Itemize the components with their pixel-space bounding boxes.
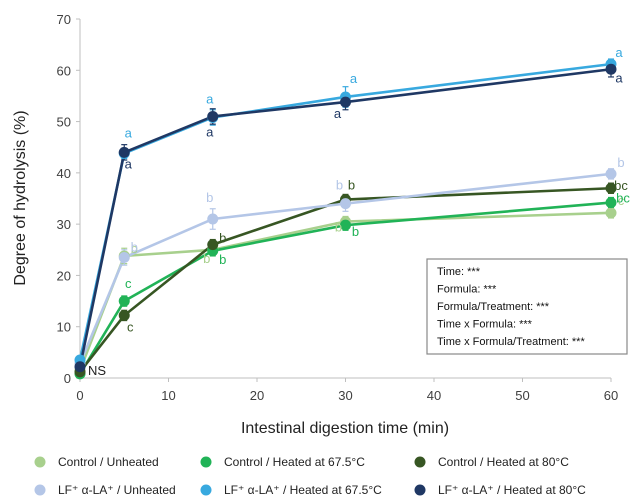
y-tick-label: 60	[57, 63, 71, 78]
significance-letter: b	[352, 224, 359, 239]
data-point	[118, 146, 130, 158]
y-axis-label: Degree of hydrolysis (%)	[12, 110, 29, 285]
significance-letter: a	[125, 125, 133, 140]
significance-letter: a	[206, 91, 214, 106]
data-point	[207, 239, 219, 251]
stats-line: Time: ***	[437, 266, 481, 278]
legend-marker	[200, 484, 212, 496]
stats-line: Time x Formula: ***	[437, 319, 533, 331]
y-tick-label: 40	[57, 166, 71, 181]
data-point	[605, 63, 617, 75]
ns-label: NS	[88, 363, 106, 378]
significance-letter: b	[206, 190, 213, 205]
legend-marker	[34, 484, 46, 496]
y-tick-label: 0	[64, 371, 71, 386]
y-tick-label: 10	[57, 320, 71, 335]
significance-letter: b	[617, 155, 624, 170]
x-tick-label: 40	[427, 388, 441, 403]
legend-label: LF⁺ α-LA⁺ / Heated at 67.5°C	[224, 483, 382, 497]
legend-label: Control / Unheated	[58, 455, 159, 469]
legend-marker	[414, 456, 426, 468]
data-point	[118, 309, 130, 321]
y-tick-label: 70	[57, 12, 71, 27]
significance-letter: a	[615, 45, 623, 60]
data-point	[74, 361, 86, 373]
y-tick-label: 30	[57, 217, 71, 232]
significance-letter: b	[203, 251, 210, 266]
y-tick-label: 50	[57, 115, 71, 130]
tick-labels: 0 10 20 30 40 50 60 70 0 10 20 30 40 50 60	[57, 12, 619, 403]
x-tick-label: 50	[515, 388, 529, 403]
significance-letter: a	[125, 156, 133, 171]
data-point	[605, 182, 617, 194]
legend-label: LF⁺ α-LA⁺ / Unheated	[58, 483, 176, 497]
significance-letter: b	[131, 241, 138, 256]
legend-label: Control / Heated at 80°C	[438, 455, 569, 469]
data-point	[207, 110, 219, 122]
x-tick-label: 60	[604, 388, 618, 403]
data-point	[118, 251, 130, 263]
stats-box: Time: *** Formula: *** Formula/Treatment: …	[426, 258, 628, 355]
legend-marker	[34, 456, 46, 468]
data-point	[605, 197, 617, 209]
data-point	[207, 213, 219, 225]
stats-line: Formula/Treatment: ***	[437, 301, 550, 313]
x-axis-label: Intestinal digestion time (min)	[241, 420, 449, 437]
stats-box-frame	[426, 258, 628, 355]
data-point	[605, 207, 617, 219]
x-tick-label: 20	[250, 388, 264, 403]
significance-letter: b	[219, 231, 226, 246]
x-tick-label: 0	[76, 388, 83, 403]
significance-letter: b	[219, 252, 226, 267]
legend: Control / Unheated Control / Heated at 67…	[34, 455, 586, 497]
significance-letter: b	[336, 178, 343, 193]
y-tick-label: 20	[57, 268, 71, 283]
significance-letter: bc	[616, 191, 630, 206]
legend-marker	[200, 456, 212, 468]
significance-letter: b	[348, 178, 355, 193]
significance-letter: a	[334, 106, 342, 121]
significance-letter: a	[350, 71, 358, 86]
legend-label: Control / Heated at 67.5°C	[224, 455, 365, 469]
significance-letter: b	[131, 239, 138, 254]
data-point	[340, 96, 351, 108]
data-point	[605, 168, 617, 180]
significance-letter: bc	[614, 178, 628, 193]
series-points	[74, 58, 617, 380]
significance-letter: c	[127, 319, 134, 334]
x-tick-label: 10	[161, 388, 175, 403]
axes	[76, 18, 612, 382]
data-point	[118, 295, 130, 307]
significance-letter: c	[618, 193, 625, 208]
data-point	[340, 198, 351, 210]
stats-line: Time x Formula/Treatment: ***	[437, 336, 585, 348]
x-tick-label: 30	[338, 388, 352, 403]
significance-letter: a	[615, 70, 623, 85]
significance-letter: b	[335, 220, 342, 235]
legend-marker	[414, 484, 426, 496]
stats-line: Formula: ***	[437, 284, 497, 296]
significance-letter: a	[206, 124, 214, 139]
significance-letter: c	[125, 276, 132, 291]
data-point	[340, 219, 351, 231]
legend-label: LF⁺ α-LA⁺ / Heated at 80°C	[438, 483, 586, 497]
